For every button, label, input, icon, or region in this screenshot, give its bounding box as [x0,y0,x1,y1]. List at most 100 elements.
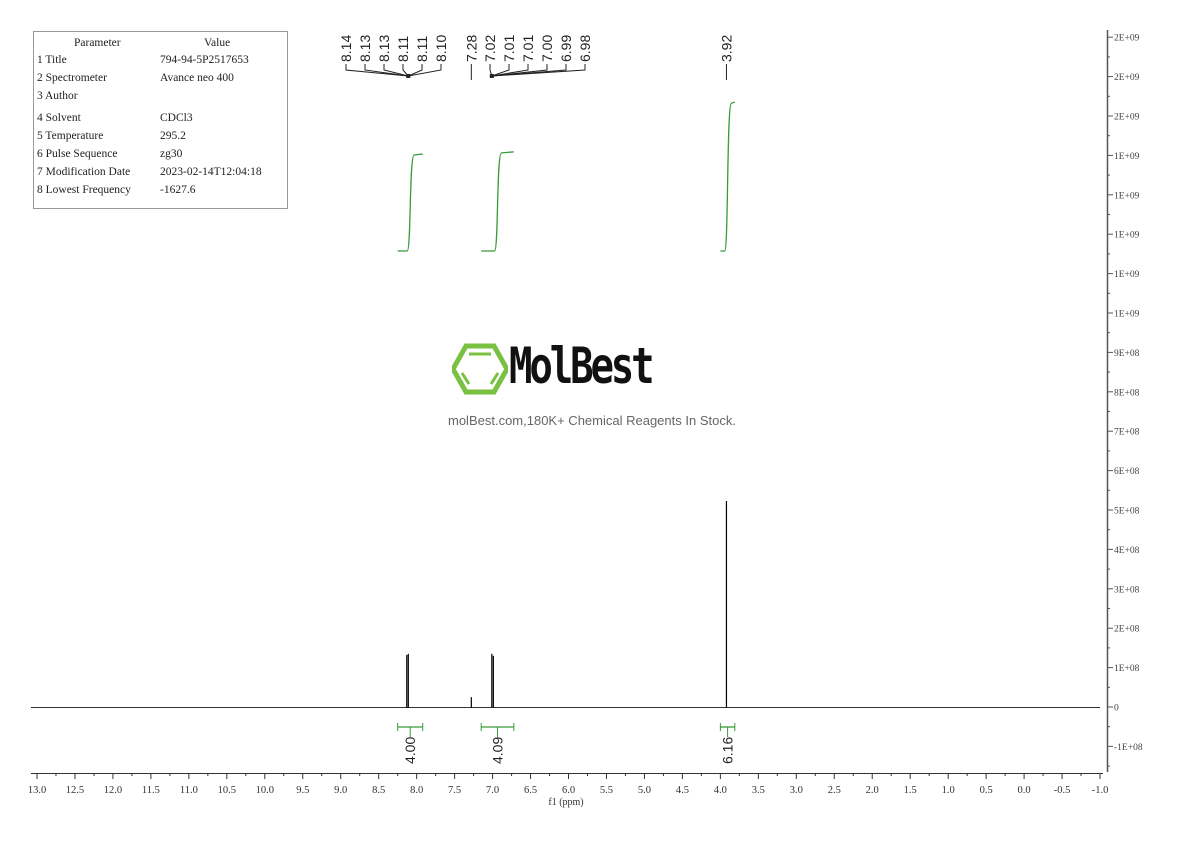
x-tick-label: 2.0 [866,785,879,796]
parameter-value: 794-94-5P2517653 [160,54,249,66]
peak-label: 7.00 [539,35,555,62]
x-tick-label: 9.5 [296,785,309,796]
peak-label: 8.10 [433,35,449,62]
peak-label: 7.28 [463,35,479,62]
peak-label-connector [383,64,409,77]
x-tick-label: 2.5 [828,785,841,796]
parameter-value: CDCl3 [160,112,193,124]
parameter-label: 5 Temperature [37,130,104,142]
hexagon-logo-icon [452,343,508,395]
value-header: Value [204,37,231,49]
peak-label: 6.99 [558,35,574,62]
peak-label-connector [491,64,529,77]
x-tick-label: 5.0 [638,785,651,796]
x-tick-label: 9.0 [334,785,347,796]
y-tick-label: 2E+08 [1114,625,1140,635]
x-tick-label: 0.0 [1018,785,1031,796]
parameter-row: 1 Title 794-94-5P2517653 [37,54,287,70]
parameter-row: 3 Author [37,90,287,106]
x-tick-label: 1.5 [904,785,917,796]
y-tick-label: 3E+08 [1114,585,1140,595]
parameter-row: 5 Temperature 295.2 [37,130,287,146]
peak-label: 7.02 [482,35,498,62]
integral-curve [481,151,514,252]
peak-label-connector [491,64,510,77]
integral-value: 4.09 [490,737,506,764]
parameter-row: 2 Spectrometer Avance neo 400 [37,72,287,88]
parameter-value: -1627.6 [160,184,196,196]
y-tick-label: 5E+08 [1114,507,1140,517]
peak-label-connector [491,64,548,77]
parameter-label: 4 Solvent [37,112,81,124]
parameter-value: 2023-02-14T12:04:18 [160,166,262,178]
logo-text: MolBest [509,337,655,395]
peak-label: 7.01 [501,35,517,62]
parameter-label: 2 Spectrometer [37,72,107,84]
peak-label: 8.14 [338,35,354,62]
peak-label-connector [408,64,442,77]
x-tick-label: 3.5 [752,785,765,796]
integral-value: 4.00 [402,737,418,764]
x-tick-label: 5.5 [600,785,613,796]
y-tick-label: 1E+09 [1114,310,1140,320]
y-tick-label: 2E+09 [1114,73,1140,83]
x-tick-label: 12.5 [66,785,84,796]
peak-label: 7.01 [520,35,536,62]
x-tick-label: 7.0 [486,785,499,796]
y-tick-label: 7E+08 [1114,428,1140,438]
y-tick-label: 4E+08 [1114,546,1140,556]
parameter-label: 1 Title [37,54,67,66]
x-tick-label: 10.0 [256,785,274,796]
x-tick-label: 6.5 [524,785,537,796]
x-tick-label: 11.5 [142,785,160,796]
y-tick-label: 1E+09 [1114,270,1140,280]
parameter-label: 3 Author [37,90,78,102]
parameter-label: 6 Pulse Sequence [37,148,118,160]
x-tick-label: -0.5 [1054,785,1071,796]
peak-label-connector [491,64,586,77]
x-tick-label: 3.0 [790,785,803,796]
peak-label: 3.92 [718,35,734,62]
x-tick-label: 4.5 [676,785,689,796]
peak-label: 8.11 [414,36,430,62]
y-tick-label: -1E+08 [1114,743,1143,753]
peak-label: 8.11 [395,36,411,62]
y-tick-label: 6E+08 [1114,467,1140,477]
y-tick-label: 2E+09 [1114,34,1140,44]
x-tick-label: 4.0 [714,785,727,796]
x-tick-label: 8.5 [372,785,385,796]
x-tick-label: 10.5 [218,785,236,796]
watermark-tagline: molBest.com,180K+ Chemical Reagents In S… [448,413,736,428]
y-tick-label: 0 [1114,704,1119,714]
x-tick-label: 0.5 [980,785,993,796]
y-tick-label: 1E+09 [1114,231,1140,241]
parameter-row: 7 Modification Date 2023-02-14T12:04:18 [37,166,287,182]
x-tick-label: 8.0 [410,785,423,796]
parameter-row: 8 Lowest Frequency -1627.6 [37,184,287,200]
x-tick-label: 12.0 [104,785,122,796]
parameter-value: zg30 [160,148,183,160]
y-tick-label: 1E+08 [1114,664,1140,674]
parameter-row: 6 Pulse Sequence zg30 [37,148,287,164]
x-tick-label: -1.0 [1092,785,1109,796]
parameter-label: 7 Modification Date [37,166,131,178]
molbest-logo: MolBest [452,337,692,399]
y-tick-label: 9E+08 [1114,349,1140,359]
y-tick-label: 1E+09 [1114,152,1140,162]
parameter-value: 295.2 [160,130,186,142]
peak-label-connector [364,64,409,77]
x-tick-label: 13.0 [28,785,46,796]
x-tick-label: 7.5 [448,785,461,796]
x-tick-label: 1.0 [942,785,955,796]
x-tick-label: 11.0 [180,785,198,796]
x-axis-label: f1 (ppm) [548,797,583,808]
peak-label: 8.13 [376,35,392,62]
peak-label: 8.13 [357,35,373,62]
peak-label: 6.98 [577,35,593,62]
parameter-row: 4 Solvent CDCl3 [37,112,287,128]
y-tick-label: 2E+09 [1114,113,1140,123]
peak-label-connector [345,64,409,77]
integral-value: 6.16 [720,737,736,764]
y-tick-label: 8E+08 [1114,388,1140,398]
